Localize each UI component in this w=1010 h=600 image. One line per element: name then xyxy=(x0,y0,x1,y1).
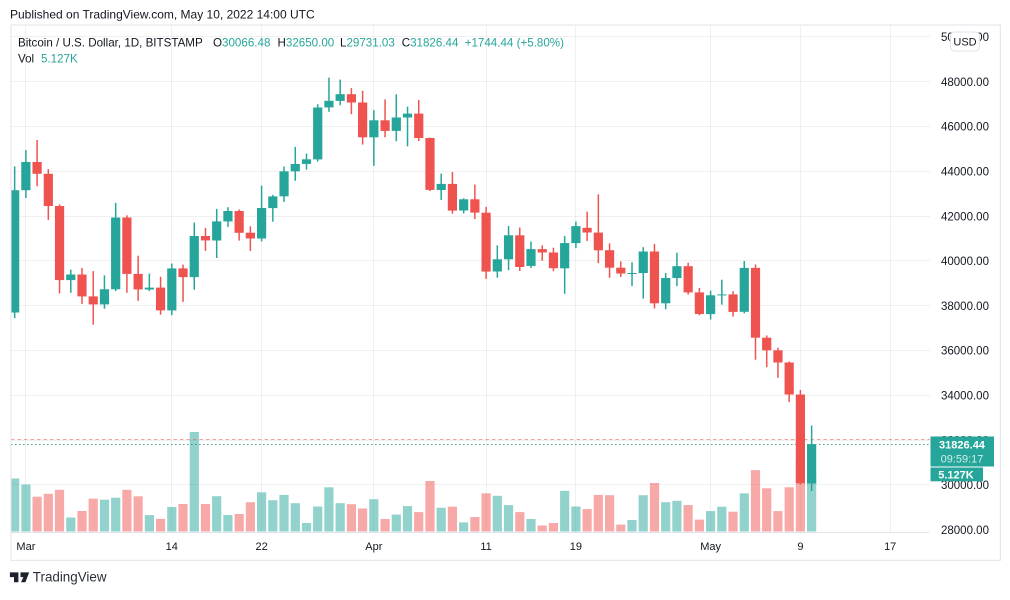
svg-text:H32650.00: H32650.00 xyxy=(278,36,335,49)
svg-text:17: 17 xyxy=(884,541,896,553)
svg-text:+1744.44 (+5.80%): +1744.44 (+5.80%) xyxy=(465,36,564,49)
svg-text:USD: USD xyxy=(953,37,976,49)
svg-text:30000.00: 30000.00 xyxy=(941,480,989,492)
svg-text:Published on TradingView.com,: Published on TradingView.com, May 10, 20… xyxy=(10,7,315,21)
svg-text:Bitcoin / U.S. Dollar, 1D, BIT: Bitcoin / U.S. Dollar, 1D, BITSTAMP xyxy=(18,36,203,49)
svg-text:48000.00: 48000.00 xyxy=(941,77,989,89)
svg-text:36000.00: 36000.00 xyxy=(941,346,989,358)
svg-text:22: 22 xyxy=(255,541,267,553)
svg-text:42000.00: 42000.00 xyxy=(941,211,989,223)
svg-text:14: 14 xyxy=(166,541,178,553)
svg-text:28000.00: 28000.00 xyxy=(941,525,989,537)
svg-text:31826.44: 31826.44 xyxy=(939,439,986,451)
svg-text:44000.00: 44000.00 xyxy=(941,167,989,179)
svg-text:19: 19 xyxy=(570,541,582,553)
svg-text:TradingView: TradingView xyxy=(33,570,107,585)
svg-text:40000.00: 40000.00 xyxy=(941,256,989,268)
svg-text:Vol 5.127K: Vol 5.127K xyxy=(18,53,78,66)
svg-text:Mar: Mar xyxy=(16,541,35,553)
svg-text:34000.00: 34000.00 xyxy=(941,391,989,403)
svg-text:C31826.44: C31826.44 xyxy=(402,36,459,49)
svg-text:5.127K: 5.127K xyxy=(938,469,974,481)
svg-text:11: 11 xyxy=(480,541,491,553)
svg-text:May: May xyxy=(700,541,721,553)
svg-text:46000.00: 46000.00 xyxy=(941,122,989,134)
svg-text:9: 9 xyxy=(797,541,803,553)
svg-text:Apr: Apr xyxy=(365,541,382,553)
svg-text:O30066.48: O30066.48 xyxy=(213,36,270,49)
svg-text:38000.00: 38000.00 xyxy=(941,301,989,313)
svg-text:09:59:17: 09:59:17 xyxy=(941,454,984,466)
svg-text:L29731.03: L29731.03 xyxy=(340,36,395,49)
